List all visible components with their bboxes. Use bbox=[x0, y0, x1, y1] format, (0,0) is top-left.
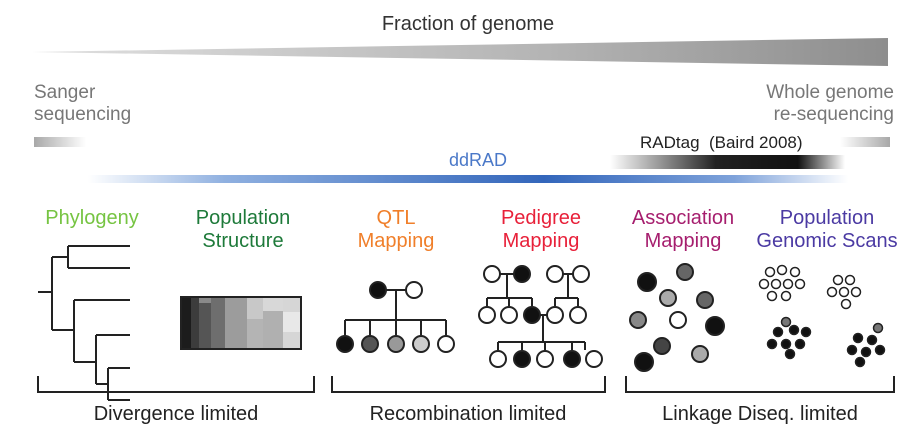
app-phylogeny-line1: Phylogeny bbox=[45, 207, 139, 229]
sanger-bar bbox=[34, 137, 86, 147]
ddrad-label: ddRAD bbox=[448, 150, 508, 170]
phylogeny-tree bbox=[38, 245, 130, 401]
group-label-recombination: Recombination limited bbox=[369, 403, 567, 425]
app-pedigree-mapping-line2: Mapping bbox=[502, 230, 580, 252]
sanger-line1: Sanger bbox=[34, 82, 96, 103]
ddrad-bar bbox=[88, 175, 848, 183]
whole-genome-line1: Whole genome bbox=[766, 82, 894, 103]
bracket-recombination bbox=[331, 376, 606, 393]
app-association-mapping-line2: Mapping bbox=[644, 230, 722, 252]
radtag-bar bbox=[610, 155, 845, 169]
structure-plot bbox=[180, 296, 302, 350]
whole-genome-bar bbox=[840, 137, 890, 147]
pedigree-diagram bbox=[478, 265, 603, 368]
app-pedigree-mapping: Pedigree Mapping bbox=[501, 207, 581, 253]
app-association-mapping-line1: Association bbox=[631, 207, 735, 229]
sanger-line2: sequencing bbox=[34, 103, 132, 125]
sanger-label: Sanger sequencing bbox=[34, 82, 131, 126]
fraction-of-genome-title: Fraction of genome bbox=[381, 13, 555, 35]
association-dots bbox=[629, 263, 725, 372]
group-label-linkage: Linkage Diseq. limited bbox=[662, 403, 858, 425]
app-phylogeny: Phylogeny bbox=[45, 207, 138, 230]
app-population-structure-line2: Structure bbox=[202, 230, 284, 252]
app-population-genomic-scans-line1: Population bbox=[779, 207, 875, 229]
app-qtl-mapping-line2: Mapping bbox=[357, 230, 435, 252]
radtag-label: RADtag (Baird 2008) bbox=[640, 133, 803, 152]
app-qtl-mapping: QTL Mapping bbox=[358, 207, 435, 253]
group-label-divergence: Divergence limited bbox=[93, 403, 259, 425]
app-association-mapping: Association Mapping bbox=[632, 207, 734, 253]
bracket-linkage bbox=[625, 376, 895, 393]
genomic-scan-dots bbox=[758, 264, 886, 368]
app-pedigree-mapping-line1: Pedigree bbox=[500, 207, 582, 229]
app-population-structure: Population Structure bbox=[196, 207, 291, 253]
whole-genome-label: Whole genome re-sequencing bbox=[766, 82, 894, 126]
app-population-genomic-scans-line2: Genomic Scans bbox=[756, 230, 898, 252]
bracket-divergence bbox=[37, 376, 315, 393]
app-population-structure-line1: Population bbox=[195, 207, 291, 229]
whole-genome-line2: re-sequencing bbox=[773, 103, 894, 125]
app-qtl-mapping-line1: QTL bbox=[376, 207, 416, 229]
qtl-pedigree bbox=[336, 281, 455, 353]
fraction-wedge bbox=[32, 38, 888, 66]
group-brackets bbox=[37, 376, 895, 393]
app-population-genomic-scans: Population Genomic Scans bbox=[756, 207, 897, 253]
